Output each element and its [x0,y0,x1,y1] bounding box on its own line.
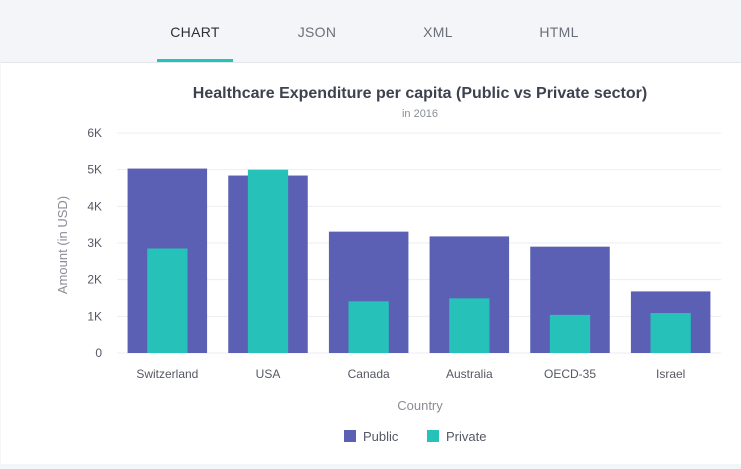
y-axis-ticks: 0 1K 2K 3K 4K 5K 6K [87,126,102,360]
chart-card: Healthcare Expenditure per capita (Publi… [1,62,741,464]
legend-swatch-public [344,430,356,442]
legend-item-private[interactable]: Private [427,429,486,444]
legend-label-public: Public [363,429,399,444]
chart-title: Healthcare Expenditure per capita (Publi… [193,85,647,102]
tab-json[interactable]: JSON [297,24,337,40]
x-tick-label: Switzerland [136,367,198,381]
y-tick-label: 4K [87,199,102,213]
x-tick-label: Australia [446,367,493,381]
bar-private-switzerland[interactable] [147,248,188,354]
legend: Public Private [344,429,486,444]
x-tick-label: USA [256,367,281,381]
legend-item-public[interactable]: Public [344,429,399,444]
bars [127,168,711,354]
y-axis-label: Amount (in USD) [55,196,70,294]
legend-label-private: Private [446,429,486,444]
y-tick-label: 0 [95,346,102,360]
bar-private-canada[interactable] [348,301,389,353]
bar-private-oecd-35[interactable] [549,314,591,353]
bar-private-usa[interactable] [247,169,289,353]
x-tick-label: OECD-35 [544,367,596,381]
tab-bar: CHART JSON XML HTML [0,0,741,62]
tab-xml[interactable]: XML [423,24,453,40]
y-tick-label: 3K [87,236,102,250]
legend-swatch-private [427,430,439,442]
y-tick-label: 1K [87,309,102,323]
x-tick-label: Israel [656,367,685,381]
x-axis-ticks: Switzerland USA Canada Australia OECD-35 Isra… [136,367,685,381]
tab-html[interactable]: HTML [539,24,579,40]
bar-private-israel[interactable] [650,313,691,353]
y-tick-label: 5K [87,163,102,177]
bar-chart: Healthcare Expenditure per capita (Publi… [55,85,721,444]
gridlines [117,132,721,354]
y-tick-label: 6K [87,126,102,140]
bar-private-australia[interactable] [449,298,490,353]
tab-chart[interactable]: CHART [157,0,233,62]
x-axis-label: Country [397,398,443,413]
chart-subtitle: in 2016 [402,108,438,120]
x-tick-label: Canada [348,367,390,381]
y-tick-label: 2K [87,273,102,287]
